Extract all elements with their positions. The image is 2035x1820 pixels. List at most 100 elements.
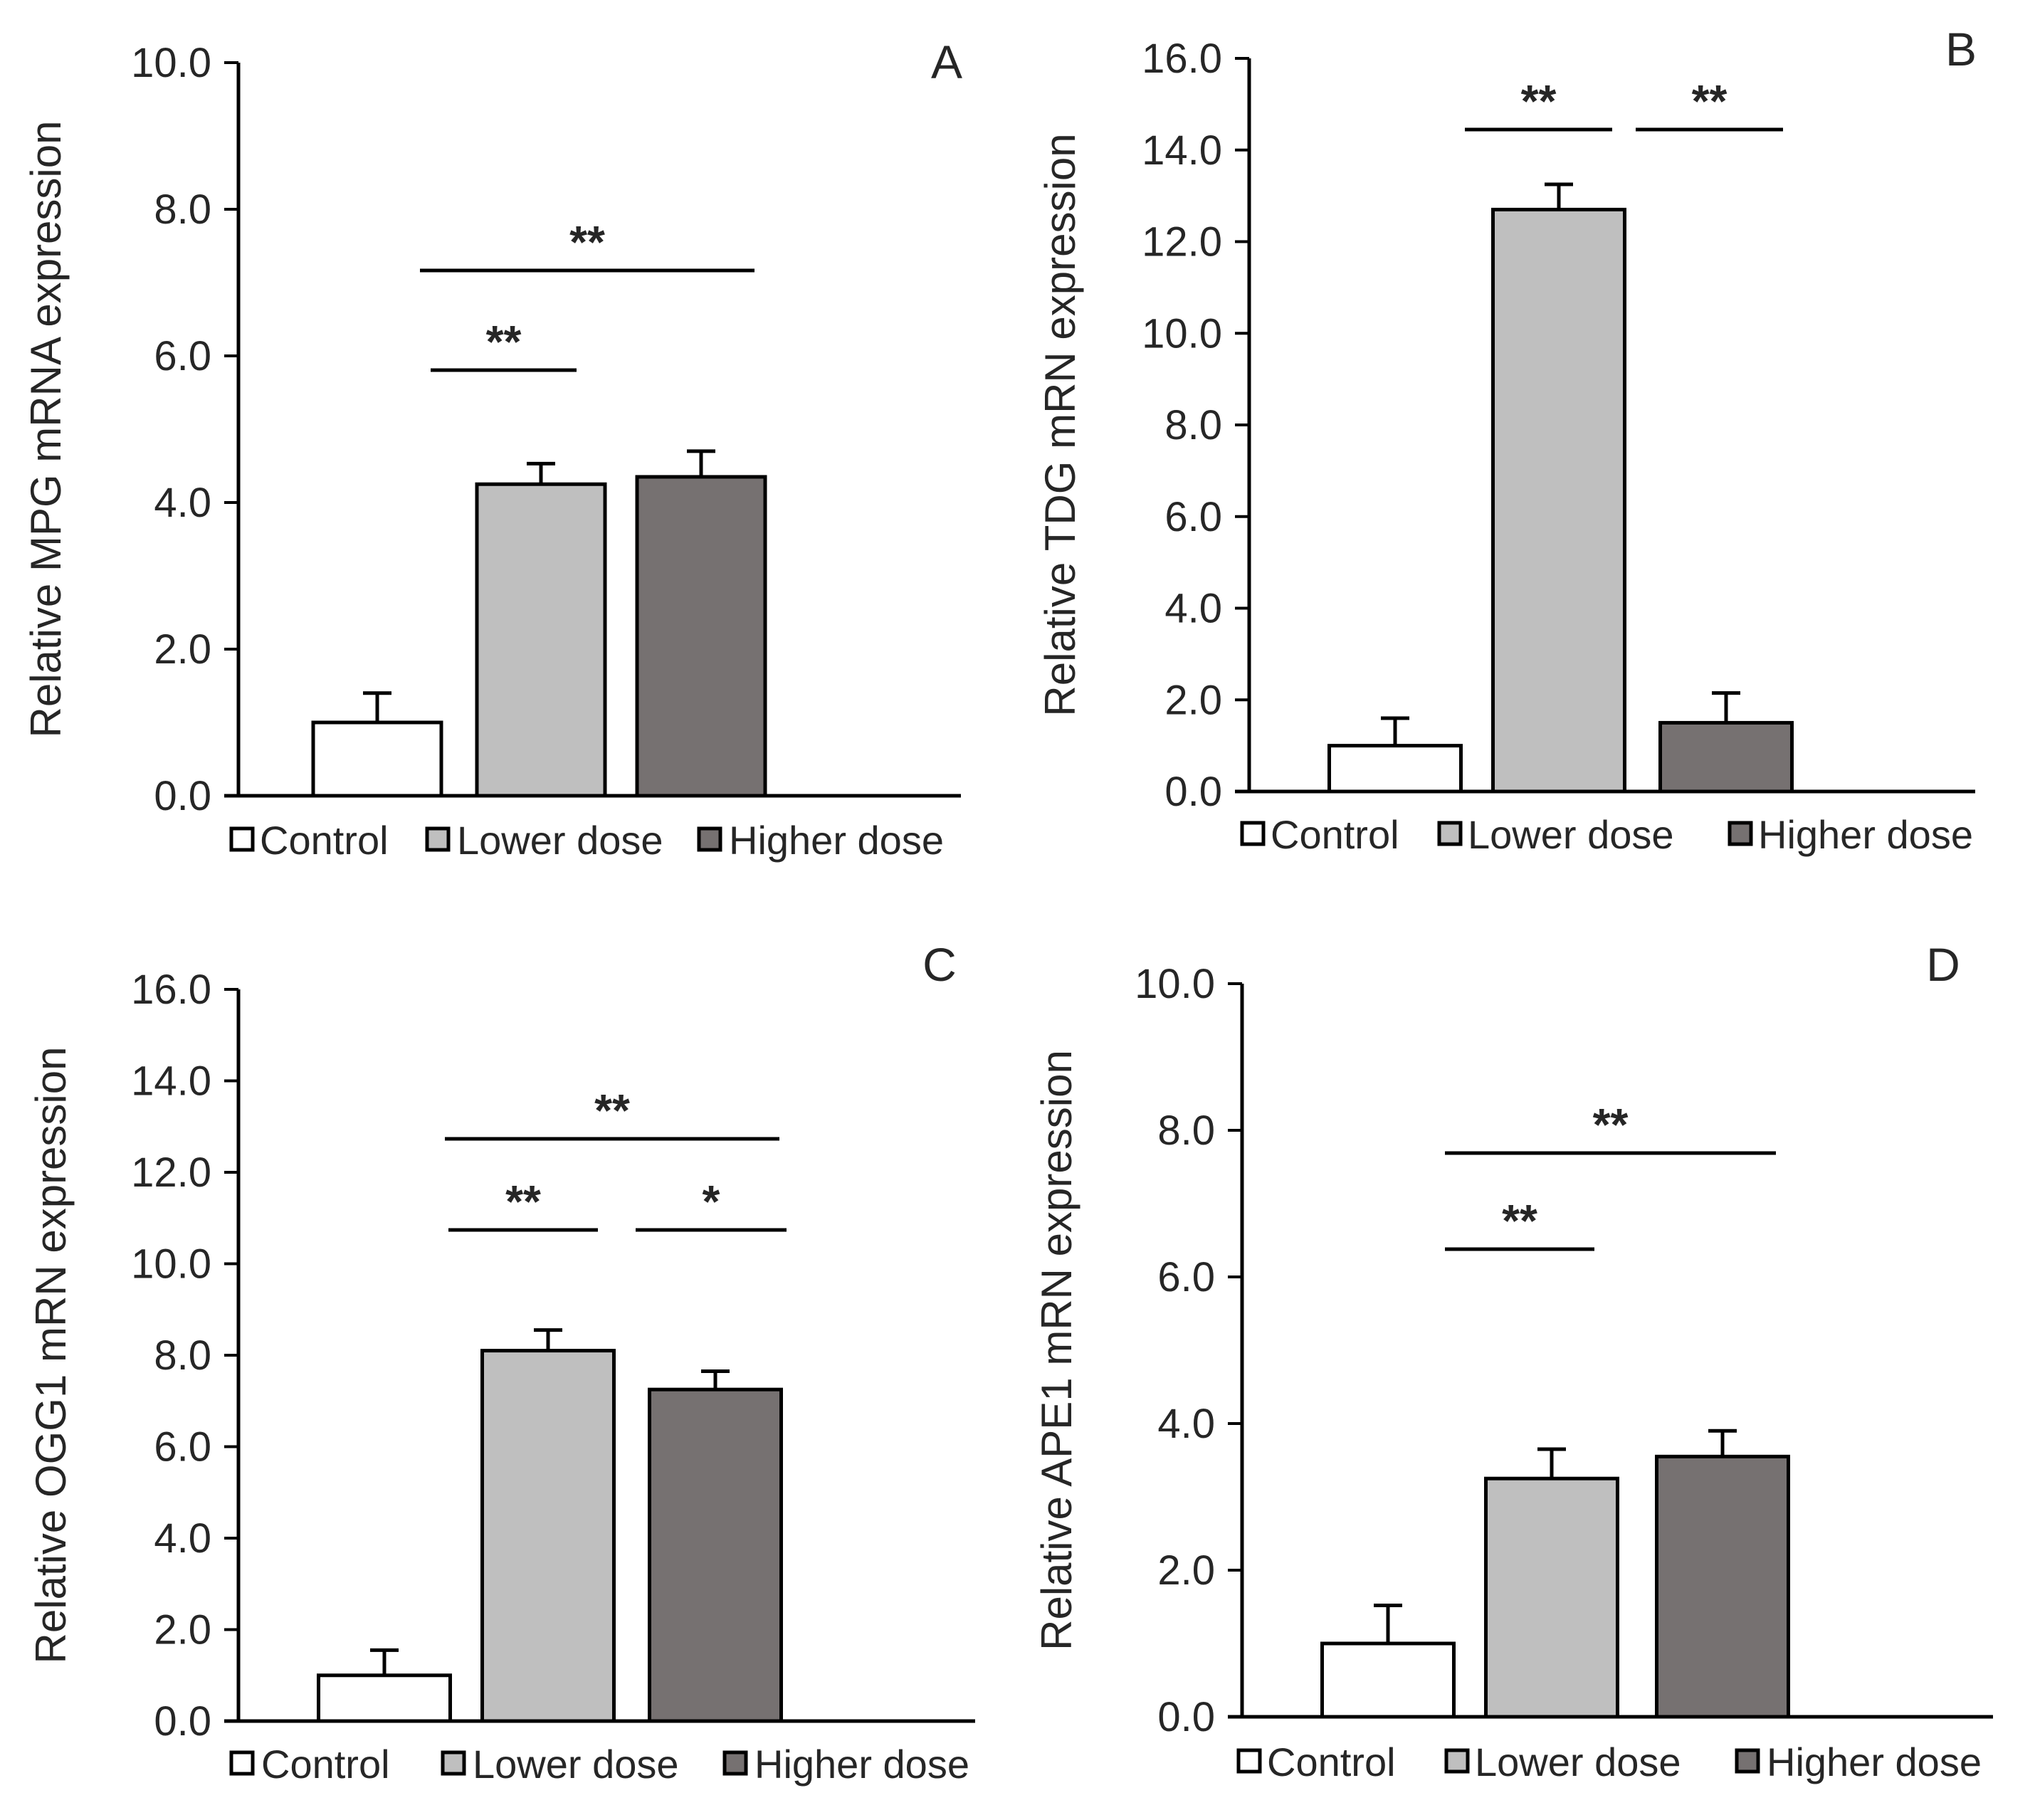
significance-label: ** [569, 216, 605, 268]
legend-item-control: Control [1236, 1740, 1396, 1784]
significance-label: ** [594, 1085, 630, 1136]
y-tick-label: 0.0 [154, 773, 211, 819]
legend-swatch [229, 826, 255, 852]
y-tick-label: 14.0 [1142, 127, 1222, 174]
legend-item-control: Control [229, 1742, 390, 1787]
y-tick-label: 2.0 [154, 626, 211, 673]
panel-letter: A [931, 36, 962, 88]
bar-control [1320, 1641, 1456, 1719]
bar-lower [475, 482, 607, 798]
legend-item-higher: Higher dose [1728, 812, 1973, 857]
significance-label: ** [1502, 1195, 1537, 1246]
y-tick-label: 4.0 [1157, 1401, 1215, 1447]
y-tick-label: 12.0 [131, 1150, 211, 1196]
y-tick-label: 10.0 [131, 1241, 211, 1288]
legend-swatch [1240, 821, 1266, 846]
significance-label: ** [505, 1176, 541, 1227]
legend-swatch [1735, 1748, 1760, 1774]
panel-letter: C [922, 938, 957, 991]
panel-c: C Relative OGG1 mRN expression 0.0 2.0 4.0 6.… [27, 938, 975, 1787]
legend-label: Lower dose [473, 1742, 679, 1787]
panel-letter: B [1945, 23, 1977, 75]
legend-item-lower: Lower dose [425, 818, 663, 863]
legend-item-lower: Lower dose [1444, 1740, 1681, 1784]
legend-item-control: Control [1240, 812, 1399, 857]
y-axis-label: Relative OGG1 mRN expression [27, 1047, 75, 1664]
legend-label: Control [1271, 812, 1399, 857]
legend-label: Higher dose [729, 818, 944, 863]
legend-swatch [229, 1750, 255, 1776]
y-tick-label: 0.0 [1164, 769, 1222, 815]
legend-swatch [1728, 821, 1753, 846]
y-tick-label: 2.0 [1157, 1547, 1215, 1594]
legend-label: Higher dose [754, 1742, 969, 1787]
bar-control [311, 720, 443, 798]
y-tick-label: 10.0 [131, 40, 211, 86]
y-tick-label: 6.0 [1157, 1254, 1215, 1300]
y-axis-label: Relative MPG mRNA expression [22, 121, 70, 738]
y-tick-label: 6.0 [154, 333, 211, 379]
legend-swatch [441, 1750, 466, 1776]
y-tick-label: 0.0 [154, 1698, 211, 1745]
y-tick-label: 8.0 [1164, 402, 1222, 448]
legend-item-higher: Higher dose [697, 818, 944, 863]
y-tick-label: 8.0 [154, 1332, 211, 1379]
bar-lower [480, 1349, 616, 1723]
legend-item-lower: Lower dose [1437, 812, 1674, 857]
legend-swatch [722, 1750, 748, 1776]
legend-label: Higher dose [1758, 812, 1973, 857]
legend-swatch [1444, 1748, 1470, 1774]
legend-label: Control [260, 818, 389, 863]
y-tick-label: 6.0 [1164, 494, 1222, 540]
bar-higher [1658, 720, 1794, 794]
legend-label: Control [261, 1742, 390, 1787]
significance-label: ** [1521, 75, 1557, 127]
y-axis-label: Relative APE1 mRN expression [1033, 1050, 1080, 1651]
significance-label: * [703, 1176, 720, 1227]
significance-label: ** [1692, 75, 1728, 127]
legend-label: Lower dose [1475, 1740, 1681, 1784]
legend-item-higher: Higher dose [1735, 1740, 1982, 1784]
significance-label: ** [486, 316, 522, 367]
significance-label: ** [1593, 1099, 1629, 1150]
bar-higher [1655, 1454, 1790, 1719]
panel-letter: D [1926, 938, 1960, 991]
bar-higher [635, 475, 767, 798]
y-tick-label: 8.0 [154, 186, 211, 233]
bar-lower [1484, 1476, 1619, 1719]
y-tick-label: 6.0 [154, 1424, 211, 1471]
bar-control [1327, 744, 1463, 794]
legend-label: Control [1267, 1740, 1396, 1784]
legend-swatch [1236, 1748, 1262, 1774]
bar-higher [648, 1387, 783, 1723]
y-tick-label: 2.0 [154, 1607, 211, 1653]
y-axis-label: Relative TDG mRN expression [1036, 133, 1084, 716]
y-tick-label: 10.0 [1135, 961, 1215, 1007]
y-tick-label: 14.0 [131, 1058, 211, 1105]
legend-item-higher: Higher dose [722, 1742, 969, 1787]
y-tick-label: 4.0 [154, 1515, 211, 1562]
y-tick-label: 10.0 [1142, 310, 1222, 357]
bar-lower [1491, 207, 1626, 794]
legend-item-control: Control [229, 818, 389, 863]
y-tick-label: 12.0 [1142, 219, 1222, 265]
y-tick-label: 4.0 [154, 480, 211, 526]
y-tick-label: 16.0 [1142, 36, 1222, 82]
panel-b: B Relative TDG mRN expression 0.0 2.0 4.0 6.0… [1036, 23, 1977, 857]
y-tick-label: 16.0 [131, 967, 211, 1013]
panel-d: D Relative APE1 mRN expression 0.0 2.0 4.0 6.… [1033, 938, 1993, 1784]
y-tick-label: 2.0 [1164, 677, 1222, 723]
legend-label: Higher dose [1767, 1740, 1982, 1784]
y-tick-label: 4.0 [1164, 586, 1222, 632]
legend-item-lower: Lower dose [441, 1742, 679, 1787]
legend-swatch [425, 826, 451, 852]
legend-swatch [1437, 821, 1463, 846]
y-tick-label: 0.0 [1157, 1694, 1215, 1740]
legend-label: Lower dose [457, 818, 663, 863]
legend-label: Lower dose [1468, 812, 1674, 857]
legend-swatch [697, 826, 722, 852]
bar-control [317, 1673, 452, 1723]
y-tick-label: 8.0 [1157, 1108, 1215, 1154]
panel-a: A Relative MPG mRNA expression 0.0 2.0 4.0 6.… [22, 36, 962, 863]
